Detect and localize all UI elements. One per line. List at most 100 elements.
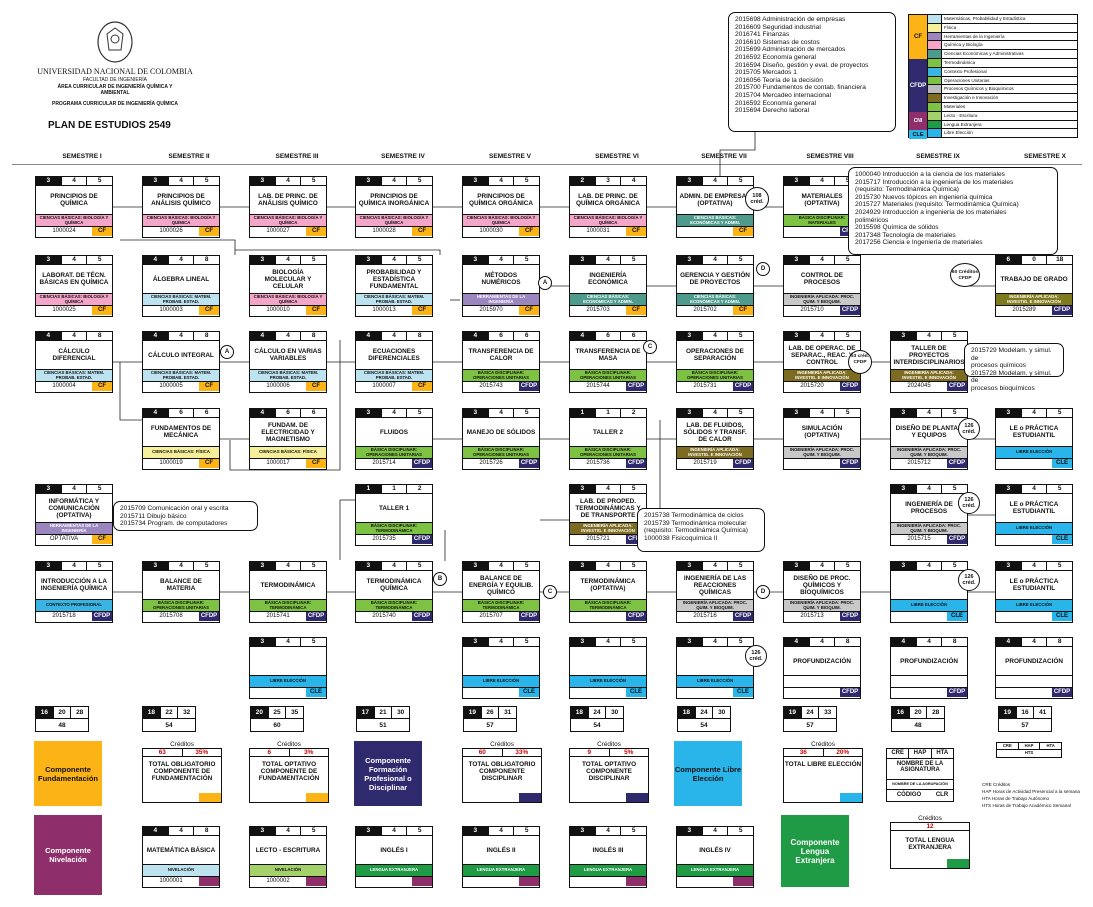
course-card[interactable]: 3 4 5 TERMODINÁMICA QUÍMICA BÁSICA DISCIPLIN… bbox=[355, 561, 433, 623]
course-card[interactable]: 3 4 5 PRINCIPIOS DE QUÍMICA INORGÁNICA CIENC… bbox=[355, 176, 433, 238]
course-code: 2015713 bbox=[784, 612, 840, 621]
course-card[interactable]: 3 4 5 INGLÉS IV LENGUA EXTRANJERA bbox=[676, 826, 754, 888]
course-card[interactable]: 3 4 5 INGENIERÍA DE LAS REACCIONES QUÍMICAS… bbox=[676, 561, 754, 623]
course-card[interactable]: 4 4 8 ECUACIONES DIFERENCIALES CIENCIAS BÁSI… bbox=[355, 331, 433, 393]
course-card[interactable]: 3 4 5 PRINCIPIOS DE QUÍMICA ORGÁNICA CIENCIA… bbox=[462, 176, 540, 238]
course-code: 1000031 bbox=[570, 227, 626, 236]
hap: 4 bbox=[489, 638, 515, 646]
course-component: CFDP bbox=[412, 535, 432, 544]
course-card[interactable]: 3 4 5 ADMIN. DE EMPRESAS (OPTATIVA) CIENCIAS… bbox=[676, 176, 754, 238]
course-card[interactable]: 3 4 5 INTRODUCCIÓN A LA INGENIERÍA QUÍMICA C… bbox=[35, 561, 113, 623]
course-card[interactable]: 3 4 5 INGLÉS I LENGUA EXTRANJERA bbox=[355, 826, 433, 888]
hap: 4 bbox=[489, 177, 515, 185]
course-card[interactable]: 3 4 5 TERMODINÁMICA BÁSICA DISCIPLINAR: TERM… bbox=[249, 561, 327, 623]
course-card[interactable]: 4 4 8 PROFUNDIZACIÓN CFDP bbox=[890, 637, 968, 699]
course-name: INGLÉS II bbox=[463, 836, 539, 864]
course-card[interactable]: 3 4 5 BALANCE DE ENERGÍA Y EQUILIB. QUÍMICO… bbox=[462, 561, 540, 623]
course-card[interactable]: 3 4 5 LE o PRÁCTICA ESTUDIANTIL LIBRE ELECCI… bbox=[995, 484, 1073, 546]
course-card[interactable]: 3 4 5 BALANCE DE MATERIA BÁSICA DISCIPLINAR:… bbox=[142, 561, 220, 623]
course-card[interactable]: 3 4 5 INGENIERÍA DE PROCESOS INGENIERÍA APLI… bbox=[890, 484, 968, 546]
course-card[interactable]: 3 4 5 INFORMÁTICA Y COMUNICACIÓN (OPTATIVA)… bbox=[35, 484, 113, 546]
list-item: 2015738 Termodinámica de ciclos bbox=[644, 512, 758, 520]
course-card[interactable]: 3 4 5 CONTROL DE PROCESOS INGENIERÍA APLICAD… bbox=[783, 255, 861, 317]
course-card[interactable]: 4 4 8 CÁLCULO DIFERENCIAL CIENCIAS BÁSICAS: … bbox=[35, 331, 113, 393]
course-group: INGENIERÍA APLICADA: INVESTIG. E INNOVAC… bbox=[891, 369, 967, 382]
hta: 5 bbox=[835, 332, 860, 340]
course-name: LE o PRÁCTICA ESTUDIANTIL bbox=[996, 418, 1072, 446]
credits: 3 bbox=[677, 562, 703, 570]
summary-oblig2: Créditos 60 33% TOTAL OBLIGATORIO COMPONENT… bbox=[462, 741, 542, 803]
course-card[interactable]: 3 4 5 PRINCIPIOS DE QUÍMICA CIENCIAS BÁSICAS… bbox=[35, 176, 113, 238]
course-card[interactable]: 4 4 8 PROFUNDIZACIÓN CFDP bbox=[995, 637, 1073, 699]
course-card[interactable]: 3 4 5 LECTO - ESCRITURA NIVELACIÓN 1000002 bbox=[249, 826, 327, 888]
course-card[interactable]: 3 4 5 LIBRE ELECCIÓN CLE bbox=[569, 637, 647, 699]
course-name: PRINCIPIOS DE ANÁLISIS QUÍMICO bbox=[143, 186, 219, 214]
course-name: PROFUNDIZACIÓN bbox=[784, 647, 860, 675]
summary-value: 60 bbox=[463, 749, 502, 756]
course-card[interactable]: 3 4 5 PROBABILIDAD Y ESTADÍSTICA FUNDAMENTA… bbox=[355, 255, 433, 317]
hta: 18 bbox=[1047, 256, 1072, 264]
course-group: CIENCIAS BÁSICAS: BIOLOGÍA Y QUÍMICA bbox=[356, 214, 432, 227]
course-card[interactable]: 4 4 8 CÁLCULO EN VARIAS VARIABLES CIENCIAS B… bbox=[249, 331, 327, 393]
credits: 3 bbox=[143, 177, 169, 185]
course-card[interactable]: 3 4 5 DISEÑO DE PLANTAS Y EQUIPOS INGENIERÍA… bbox=[890, 408, 968, 470]
course-card[interactable]: 4 4 8 CÁLCULO INTEGRAL CIENCIAS BÁSICAS: MAT… bbox=[142, 331, 220, 393]
course-card[interactable]: 3 4 5 LE o PRÁCTICA ESTUDIANTIL LIBRE ELECCI… bbox=[995, 561, 1073, 623]
course-card[interactable]: 3 4 5 LABORAT. DE TÉCN. BÁSICAS EN QUÍMICA C… bbox=[35, 255, 113, 317]
course-component: CFDP bbox=[947, 459, 967, 468]
course-card[interactable]: 3 4 5 LIBRE ELECCIÓN CLE bbox=[890, 561, 968, 623]
course-card[interactable]: 1 1 2 TALLER 1 BÁSICA DISCIPLINAR: TERMODINÁ… bbox=[355, 484, 433, 546]
course-code: 1000019 bbox=[143, 459, 199, 468]
course-card[interactable]: 3 4 5 PRINCIPIOS DE ANÁLISIS QUÍMICO CIENCIA… bbox=[142, 176, 220, 238]
course-card[interactable]: 4 6 6 TRANSFERENCIA DE CALOR BÁSICA DISCIPLI… bbox=[462, 331, 540, 393]
course-card[interactable]: 1 1 2 TALLER 2 BÁSICA DISCIPLINAR: OPERACION… bbox=[569, 408, 647, 470]
course-code bbox=[570, 688, 626, 697]
course-card[interactable]: 3 4 5 INGLÉS III LENGUA EXTRANJERA bbox=[569, 826, 647, 888]
course-group: LIBRE ELECCIÓN bbox=[250, 675, 326, 688]
hta: 5 bbox=[942, 332, 967, 340]
course-card[interactable]: 3 4 5 OPERACIONES DE SEPARACIÓN BÁSICA DISCI… bbox=[676, 331, 754, 393]
course-card[interactable]: 3 4 5 LIBRE ELECCIÓN CLE bbox=[676, 637, 754, 699]
hta: 5 bbox=[514, 562, 539, 570]
credits: 3 bbox=[36, 256, 62, 264]
course-card[interactable]: 4 6 6 FUNDAMENTOS DE MECÁNICA CIENCIAS BÁSIC… bbox=[142, 408, 220, 470]
course-card[interactable]: 4 4 8 MATEMÁTICA BÁSICA NIVELACIÓN 1000001 bbox=[142, 826, 220, 888]
course-card[interactable]: 3 4 5 LAB. DE PRINC. DE ANÁLISIS QUÍMICO CIE… bbox=[249, 176, 327, 238]
hap: 4 bbox=[596, 827, 622, 835]
hta: 5 bbox=[1047, 562, 1072, 570]
course-card[interactable]: 3 4 5 DISEÑO DE PROC. QUÍMICOS Y BIOQUÍMICO… bbox=[783, 561, 861, 623]
course-group: INGENIERÍA APLICADA: INVESTIG. E INNOVAC… bbox=[677, 446, 753, 459]
course-component: CLE bbox=[306, 688, 326, 697]
course-component: CFDP bbox=[947, 535, 967, 544]
course-component: CFDP bbox=[519, 382, 539, 391]
course-code: 2015743 bbox=[463, 382, 519, 391]
course-card[interactable]: 3 4 5 TERMODINÁMICA (OPTATIVA) BÁSICA DISCIP… bbox=[569, 561, 647, 623]
course-card[interactable]: 3 4 5 INGLÉS II LENGUA EXTRANJERA bbox=[462, 826, 540, 888]
course-card[interactable]: 3 4 5 GERENCIA Y GESTIÓN DE PROYECTOS CIENCI… bbox=[676, 255, 754, 317]
course-card[interactable]: 3 4 5 LAB. DE PROPED. TERMODINÁMICAS Y DE T… bbox=[569, 484, 647, 546]
course-card[interactable]: 3 4 5 LIBRE ELECCIÓN CLE bbox=[249, 637, 327, 699]
course-name: OPERACIONES DE SEPARACIÓN bbox=[677, 341, 753, 369]
course-card[interactable]: 3 4 5 LIBRE ELECCIÓN CLE bbox=[462, 637, 540, 699]
course-card[interactable]: 4 6 6 TRANSFERENCIA DE MASA BÁSICA DISCIPLIN… bbox=[569, 331, 647, 393]
course-card[interactable]: 4 4 8 ÁLGEBRA LINEAL CIENCIAS BÁSICAS: MATEM… bbox=[142, 255, 220, 317]
course-group: CONTEXTO PROFESIONAL bbox=[36, 599, 112, 612]
course-card[interactable]: 4 4 8 PROFUNDIZACIÓN CFDP bbox=[783, 637, 861, 699]
course-card[interactable]: 2 3 4 LAB. DE PRINC. DE QUÍMICA ORGÁNICA CIE… bbox=[569, 176, 647, 238]
course-card[interactable]: 3 4 5 LAB. DE FLUIDOS, SÓLIDOS Y TRANSF. DE… bbox=[676, 408, 754, 470]
credits: 3 bbox=[250, 827, 276, 835]
course-code: 2015719 bbox=[677, 459, 733, 468]
course-card[interactable]: 3 4 5 LE o PRÁCTICA ESTUDIANTIL LIBRE ELECCI… bbox=[995, 408, 1073, 470]
course-card[interactable]: 3 4 5 TALLER DE PROYECTOS INTERDISCIPLINARI… bbox=[890, 331, 968, 393]
course-card[interactable]: 3 4 5 INGENIERÍA ECONÓMICA CIENCIAS BÁSICAS:… bbox=[569, 255, 647, 317]
course-card[interactable]: 3 4 5 MÉTODOS NUMÉRICOS HERRAMIENTAS DE LA I… bbox=[462, 255, 540, 317]
course-card[interactable]: 4 6 6 FUNDAM. DE ELECTRICIDAD Y MAGNETISMO C… bbox=[249, 408, 327, 470]
course-component bbox=[626, 877, 646, 886]
course-card[interactable]: 3 4 5 FLUIDOS BÁSICA DISCIPLINAR: OPERACIONE… bbox=[355, 408, 433, 470]
course-group: BÁSICA DISCIPLINAR: OPERACIONES UNITARIA… bbox=[463, 446, 539, 459]
course-card[interactable]: 3 4 5 MANEJO DE SÓLIDOS BÁSICA DISCIPLINAR: … bbox=[462, 408, 540, 470]
course-card[interactable]: 3 4 5 BIOLOGÍA MOLECULAR Y CELULAR CIENCIAS … bbox=[249, 255, 327, 317]
hta: 8 bbox=[1047, 638, 1072, 646]
course-card[interactable]: 3 4 5 SIMULACIÓN (OPTATIVA) INGENIERÍA APLIC… bbox=[783, 408, 861, 470]
course-card[interactable]: 6 0 18 TRABAJO DE GRADO INGENIERÍA APLICADA:… bbox=[995, 255, 1073, 317]
